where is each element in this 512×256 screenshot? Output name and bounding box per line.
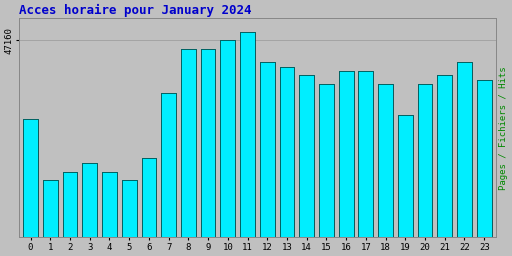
- Bar: [418, 84, 433, 237]
- Bar: [477, 80, 492, 237]
- Bar: [437, 75, 452, 237]
- Bar: [43, 180, 58, 237]
- Bar: [161, 93, 176, 237]
- Bar: [280, 67, 294, 237]
- Bar: [378, 84, 393, 237]
- Bar: [201, 49, 216, 237]
- Bar: [122, 180, 137, 237]
- Bar: [220, 40, 235, 237]
- Bar: [260, 62, 274, 237]
- Bar: [141, 158, 156, 237]
- Bar: [240, 31, 255, 237]
- Bar: [62, 172, 77, 237]
- Bar: [102, 172, 117, 237]
- Bar: [358, 71, 373, 237]
- Y-axis label: Pages / Fichiers / Hits: Pages / Fichiers / Hits: [499, 66, 508, 190]
- Bar: [319, 84, 334, 237]
- Bar: [300, 75, 314, 237]
- Bar: [23, 119, 38, 237]
- Bar: [457, 62, 472, 237]
- Bar: [398, 115, 413, 237]
- Bar: [339, 71, 354, 237]
- Bar: [181, 49, 196, 237]
- Text: Acces horaire pour January 2024: Acces horaire pour January 2024: [19, 4, 251, 17]
- Bar: [82, 163, 97, 237]
